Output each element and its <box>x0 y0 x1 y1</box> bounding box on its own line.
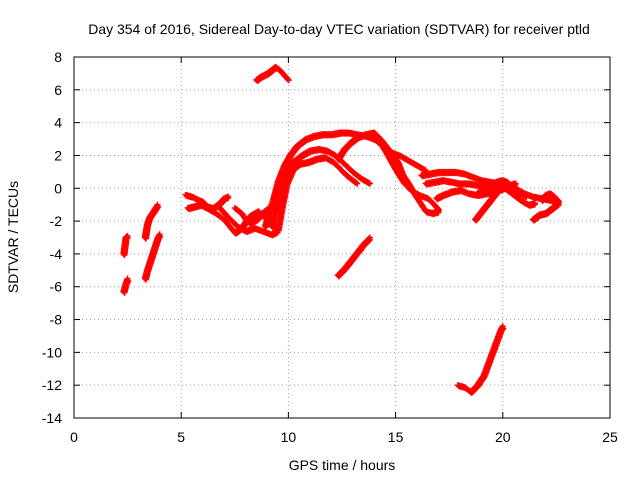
y-axis: -14 -12 -10 -8 -6 -4 -2 0 2 4 6 8 <box>42 49 610 426</box>
y-tick-label: -4 <box>50 246 63 262</box>
data-point <box>365 179 372 186</box>
data-point <box>124 232 131 239</box>
y-tick-label: 0 <box>54 180 62 196</box>
x-tick-label: 5 <box>177 429 185 445</box>
data-point <box>554 197 561 204</box>
y-tick-label: -8 <box>50 312 63 328</box>
chart-title: Day 354 of 2016, Sidereal Day-to-day VTE… <box>88 21 590 37</box>
data-point <box>512 180 519 187</box>
data-point <box>499 324 506 331</box>
x-tick-label: 0 <box>70 429 78 445</box>
y-tick-label: 8 <box>54 49 62 65</box>
y-tick-label: 2 <box>54 147 62 163</box>
x-tick-label: 15 <box>388 429 404 445</box>
grid <box>74 57 610 418</box>
y-tick-label: 6 <box>54 82 62 98</box>
data-point <box>285 76 292 83</box>
data-point <box>421 166 428 173</box>
x-tick-label: 10 <box>281 429 297 445</box>
data-point <box>531 200 538 207</box>
data-point <box>523 193 530 200</box>
x-tick-label: 20 <box>495 429 511 445</box>
data-point <box>123 233 130 240</box>
data-point <box>434 205 441 212</box>
data-points <box>120 63 562 396</box>
data-point <box>284 75 291 82</box>
plot-frame <box>73 56 611 419</box>
y-tick-label: -10 <box>42 344 62 360</box>
data-point <box>153 202 160 209</box>
y-tick-label: -12 <box>42 377 62 393</box>
data-point <box>365 235 372 242</box>
data-point <box>499 323 506 330</box>
y-tick-label: -6 <box>50 279 63 295</box>
data-point <box>156 232 163 239</box>
data-point <box>156 231 163 238</box>
data-point <box>555 198 562 205</box>
x-axis: 0 5 10 15 20 25 <box>70 57 618 445</box>
data-point <box>354 180 361 187</box>
data-point <box>366 234 373 241</box>
data-point <box>366 180 373 187</box>
x-axis-label: GPS time / hours <box>289 457 396 473</box>
y-axis-label: SDTVAR / TECUs <box>5 181 21 293</box>
data-point <box>435 206 442 213</box>
data-point <box>225 193 232 200</box>
y-tick-label: 4 <box>54 115 62 131</box>
data-point <box>352 179 359 186</box>
x-tick-label: 25 <box>602 429 618 445</box>
data-point <box>124 275 131 282</box>
y-tick-label: -14 <box>42 410 62 426</box>
data-point <box>154 201 161 208</box>
y-tick-label: -2 <box>50 213 63 229</box>
